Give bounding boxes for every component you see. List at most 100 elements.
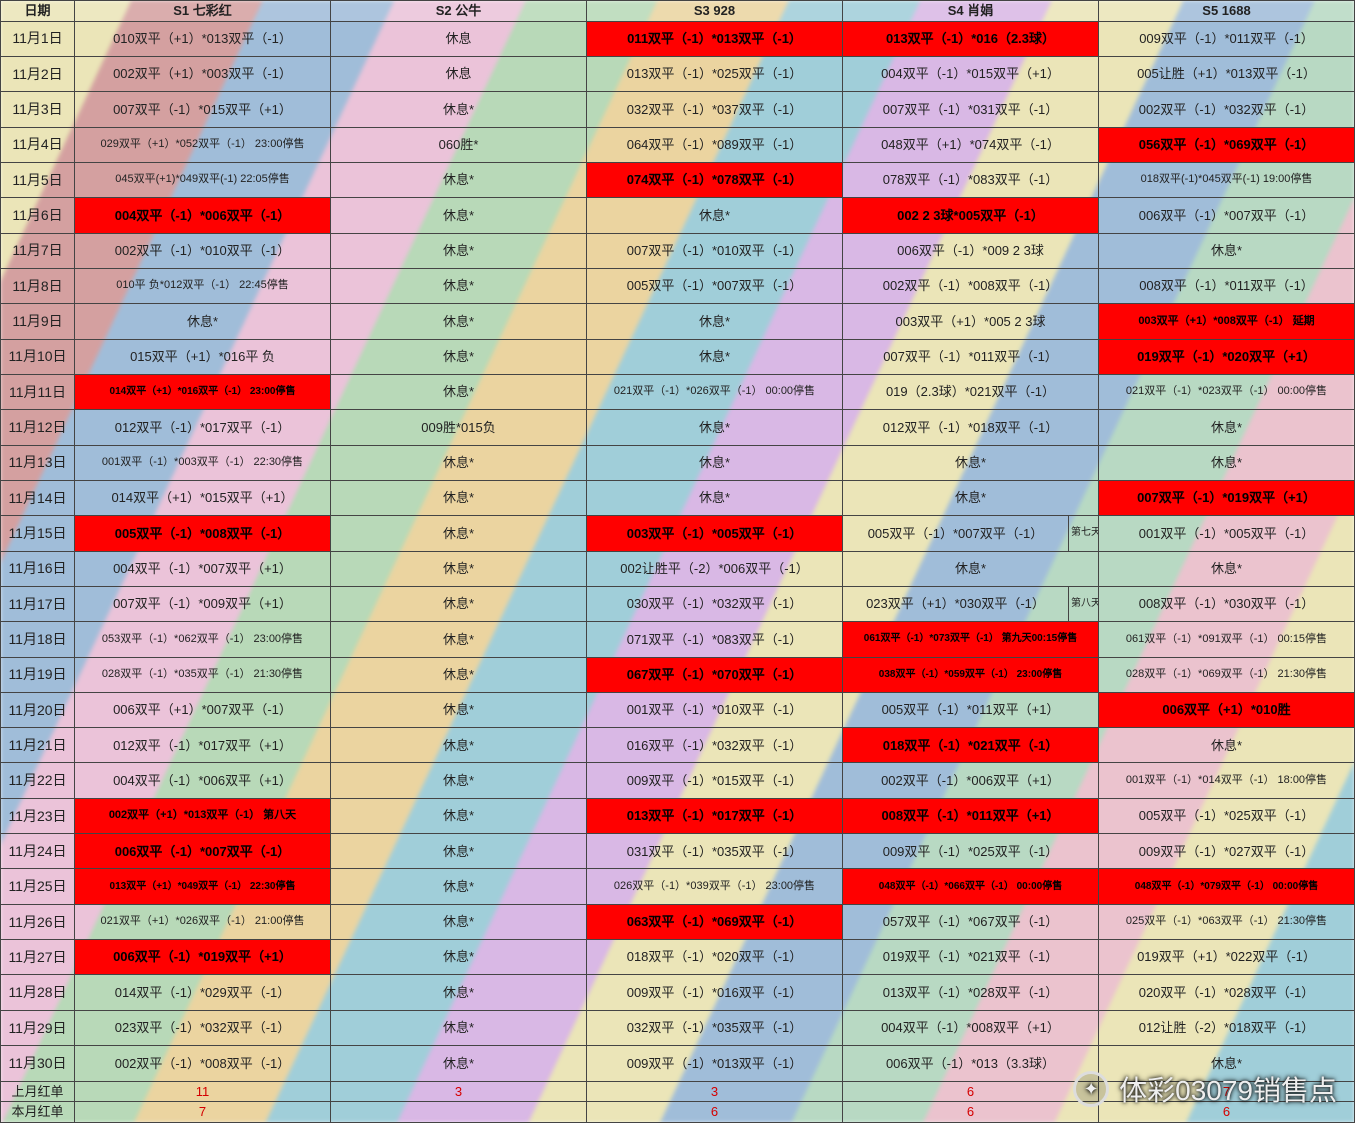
watermark-text: 体彩03079销售点 [1119, 1069, 1337, 1109]
table-row: 11月22日004双平（-1）*006双平（+1）休息*009双平（-1）*01… [1, 763, 1355, 798]
date-cell: 11月15日 [1, 516, 75, 551]
s4-subcell: 第七天 [1068, 516, 1098, 551]
s4-cell: 002双平（-1）*008双平（-1） [843, 268, 1099, 303]
s4-cell: 007双平（-1）*011双平（-1） [843, 339, 1099, 374]
s1-cell: 005双平（-1）*008双平（-1） [75, 516, 331, 551]
s1-cell: 001双平（-1）*003双平（-1） 22:30停售 [75, 445, 331, 480]
s1-cell: 休息* [75, 304, 331, 339]
s3-cell: 休息* [587, 198, 843, 233]
table-row: 11月5日045双平(+1)*049双平(-1) 22:05停售休息*074双平… [1, 162, 1355, 197]
header-s1: S1 七彩红 [75, 1, 331, 22]
s1-cell: 010平 负*012双平（-1） 22:45停售 [75, 268, 331, 303]
s5-cell: 008双平（-1）*030双平（-1） [1099, 586, 1355, 621]
s2-cell: 060胜* [331, 127, 587, 162]
date-cell: 11月5日 [1, 162, 75, 197]
date-cell: 11月28日 [1, 975, 75, 1010]
s4-cell: 休息* [843, 445, 1099, 480]
header-date: 日期 [1, 1, 75, 22]
wechat-icon: ✦ [1073, 1071, 1109, 1107]
table-row: 11月8日010平 负*012双平（-1） 22:45停售休息*005双平（-1… [1, 268, 1355, 303]
s3-cell: 休息* [587, 445, 843, 480]
s1-cell: 015双平（+1）*016平 负 [75, 339, 331, 374]
s5-cell: 005双平（-1）*025双平（-1） [1099, 798, 1355, 833]
s4-subcell: 第八天 [1068, 586, 1098, 621]
s1-cell: 023双平（-1）*032双平（-1） [75, 1010, 331, 1045]
header-s3: S3 928 [587, 1, 843, 22]
s4-cell: 004双平（-1）*008双平（+1） [843, 1010, 1099, 1045]
footer-last-s2: 3 [331, 1081, 587, 1102]
s4-cell: 003双平（+1）*005 2 3球 [843, 304, 1099, 339]
s3-cell: 074双平（-1）*078双平（-1） [587, 162, 843, 197]
date-cell: 11月26日 [1, 904, 75, 939]
table-row: 11月28日014双平（-1）*029双平（-1）休息*009双平（-1）*01… [1, 975, 1355, 1010]
s3-cell: 016双平（-1）*032双平（-1） [587, 728, 843, 763]
s2-cell: 009胜*015负 [331, 410, 587, 445]
s4-cell: 008双平（-1）*011双平（+1） [843, 798, 1099, 833]
s4-cell: 038双平（-1）*059双平（-1） 23:00停售 [843, 657, 1099, 692]
s2-cell: 休息 [331, 21, 587, 56]
s3-cell: 009双平（-1）*015双平（-1） [587, 763, 843, 798]
date-cell: 11月2日 [1, 56, 75, 91]
s3-cell: 007双平（-1）*010双平（-1） [587, 233, 843, 268]
table-row: 11月29日023双平（-1）*032双平（-1）休息*032双平（-1）*03… [1, 1010, 1355, 1045]
s5-cell: 005让胜（+1）*013双平（-1） [1099, 56, 1355, 91]
s3-cell: 休息* [587, 339, 843, 374]
s4-cell: 004双平（-1）*015双平（+1） [843, 56, 1099, 91]
s2-cell: 休息* [331, 1010, 587, 1045]
date-cell: 11月9日 [1, 304, 75, 339]
s3-cell: 002让胜平（-2）*006双平（-1） [587, 551, 843, 586]
table-row: 11月9日休息*休息*休息*003双平（+1）*005 2 3球003双平（+1… [1, 304, 1355, 339]
s3-cell: 063双平（-1）*069双平（-1） [587, 904, 843, 939]
s1-cell: 002双平（+1）*003双平（-1） [75, 56, 331, 91]
table-row: 11月13日001双平（-1）*003双平（-1） 22:30停售休息*休息*休… [1, 445, 1355, 480]
s1-cell: 002双平（+1）*013双平（-1） 第八天 [75, 798, 331, 833]
date-cell: 11月23日 [1, 798, 75, 833]
s4-cell: 012双平（-1）*018双平（-1） [843, 410, 1099, 445]
date-cell: 11月13日 [1, 445, 75, 480]
table-row: 11月3日007双平（-1）*015双平（+1）休息*032双平（-1）*037… [1, 92, 1355, 127]
table-row: 11月15日005双平（-1）*008双平（-1）休息*003双平（-1）*00… [1, 516, 1355, 551]
s2-cell: 休息* [331, 374, 587, 409]
s4-cell: 057双平（-1）*067双平（-1） [843, 904, 1099, 939]
s5-cell: 048双平（-1）*079双平（-1） 00:00停售 [1099, 869, 1355, 904]
s1-cell: 014双平（-1）*029双平（-1） [75, 975, 331, 1010]
s4-cell: 019（2.3球）*021双平（-1） [843, 374, 1099, 409]
s3-cell: 021双平（-1）*026双平（-1） 00:00停售 [587, 374, 843, 409]
date-cell: 11月1日 [1, 21, 75, 56]
s1-cell: 006双平（-1）*007双平（-1） [75, 834, 331, 869]
s3-cell: 休息* [587, 304, 843, 339]
s3-cell: 032双平（-1）*035双平（-1） [587, 1010, 843, 1045]
s5-cell: 休息* [1099, 728, 1355, 763]
s3-cell: 013双平（-1）*025双平（-1） [587, 56, 843, 91]
s2-cell: 休息* [331, 516, 587, 551]
s3-cell: 026双平（-1）*039双平（-1） 23:00停售 [587, 869, 843, 904]
s1-cell: 002双平（-1）*008双平（-1） [75, 1046, 331, 1082]
date-cell: 11月22日 [1, 763, 75, 798]
date-cell: 11月25日 [1, 869, 75, 904]
table-row: 11月19日028双平（-1）*035双平（-1） 21:30停售休息*067双… [1, 657, 1355, 692]
s2-cell: 休息* [331, 1046, 587, 1082]
date-cell: 11月29日 [1, 1010, 75, 1045]
s1-cell: 004双平（-1）*006双平（+1） [75, 763, 331, 798]
s1-cell: 012双平（-1）*017双平（+1） [75, 728, 331, 763]
s2-cell: 休息* [331, 162, 587, 197]
table-row: 11月10日015双平（+1）*016平 负休息*休息*007双平（-1）*01… [1, 339, 1355, 374]
table-row: 11月7日002双平（-1）*010双平（-1）休息*007双平（-1）*010… [1, 233, 1355, 268]
s2-cell: 休息* [331, 692, 587, 727]
s1-cell: 014双平（+1）*016双平（-1） 23:00停售 [75, 374, 331, 409]
s1-cell: 053双平（-1）*062双平（-1） 23:00停售 [75, 622, 331, 657]
table-row: 11月4日029双平（+1）*052双平（-1） 23:00停售060胜*064… [1, 127, 1355, 162]
date-cell: 11月16日 [1, 551, 75, 586]
s3-cell: 031双平（-1）*035双平（-1） [587, 834, 843, 869]
table-row: 11月27日006双平（-1）*019双平（+1）休息*018双平（-1）*02… [1, 940, 1355, 975]
footer-this-s4: 6 [843, 1102, 1099, 1123]
s5-cell: 012让胜（-2）*018双平（-1） [1099, 1010, 1355, 1045]
s1-cell: 006双平（-1）*019双平（+1） [75, 940, 331, 975]
date-cell: 11月14日 [1, 480, 75, 515]
s1-cell: 045双平(+1)*049双平(-1) 22:05停售 [75, 162, 331, 197]
footer-this-label: 本月红单 [1, 1102, 75, 1123]
date-cell: 11月11日 [1, 374, 75, 409]
s2-cell: 休息* [331, 586, 587, 621]
s5-cell: 008双平（-1）*011双平（-1） [1099, 268, 1355, 303]
s3-cell: 030双平（-1）*032双平（-1） [587, 586, 843, 621]
